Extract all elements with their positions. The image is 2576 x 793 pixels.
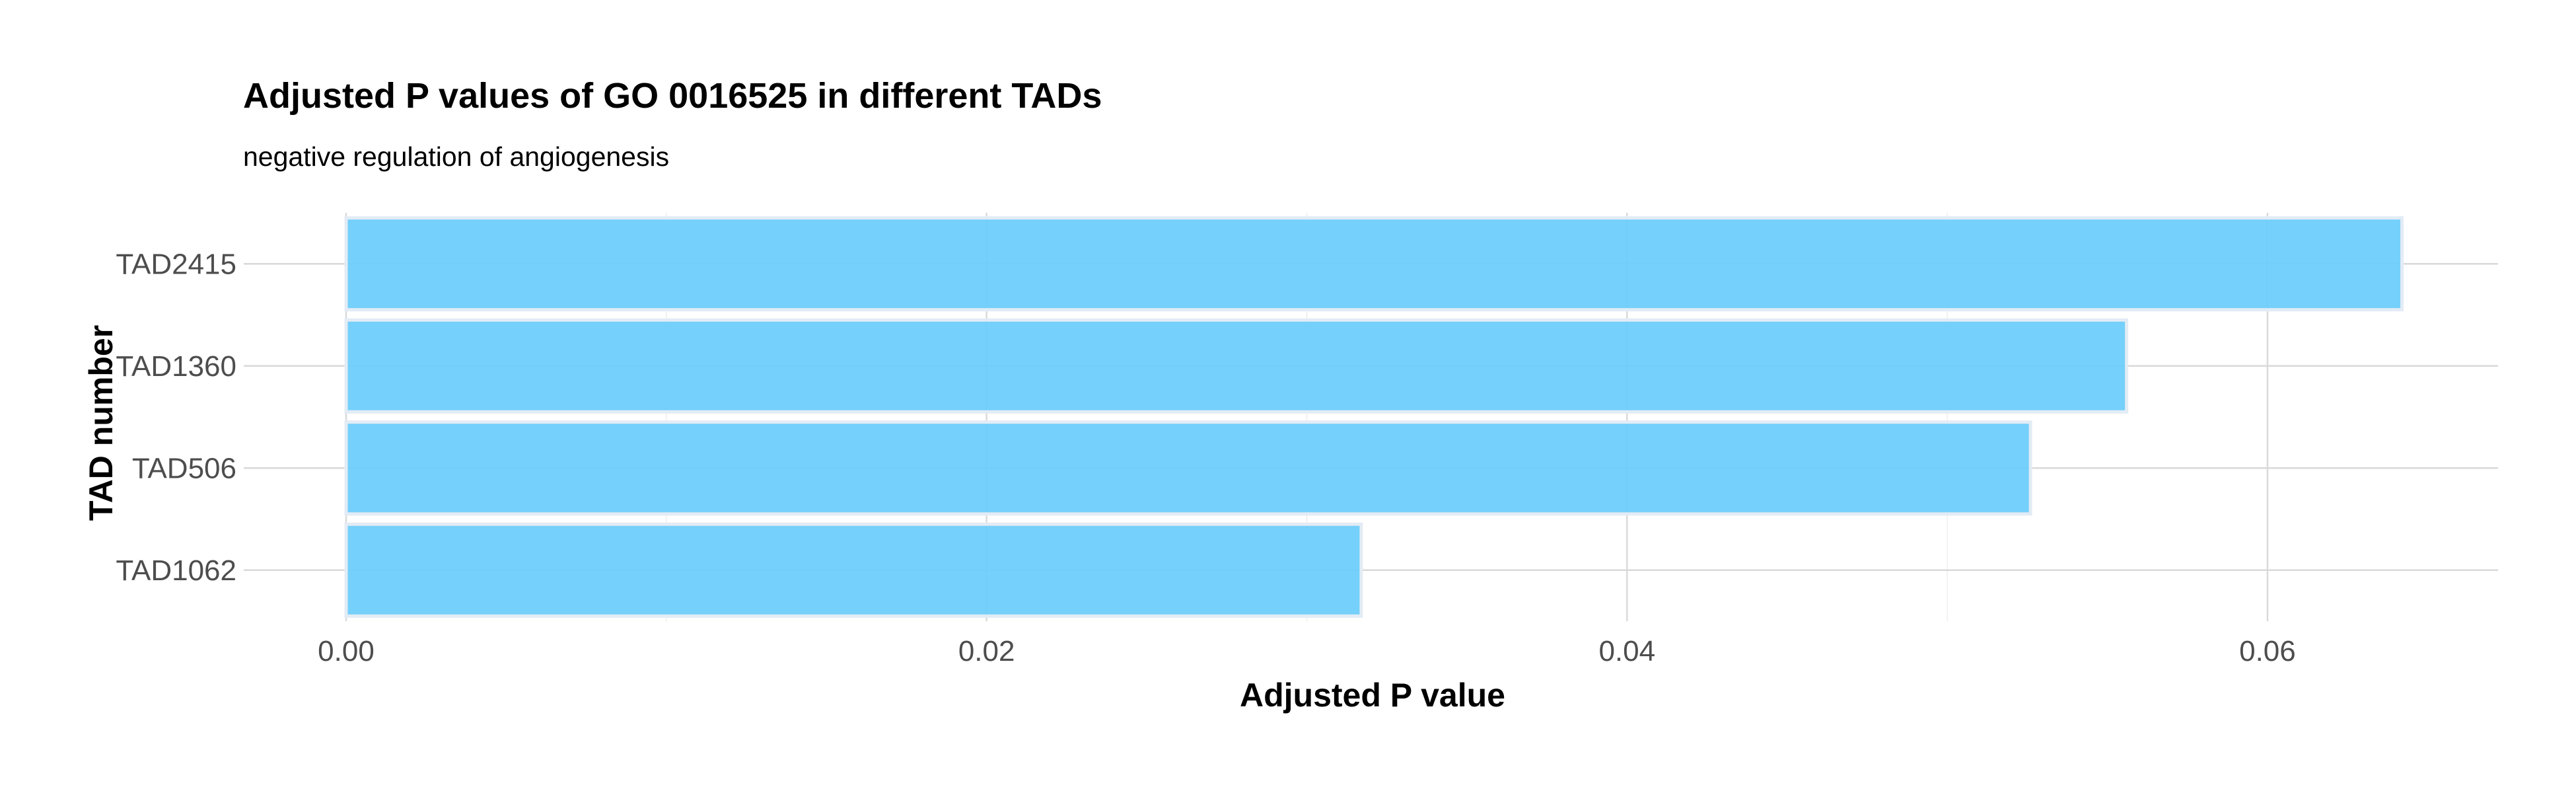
- x-axis-title: Adjusted P value: [1240, 677, 1505, 714]
- bar-tad2415: [344, 216, 2404, 312]
- chart-title: Adjusted P values of GO 0016525 in diffe…: [243, 76, 1102, 116]
- y-tick-label: TAD2415: [116, 248, 236, 280]
- x-tick-label: 0.04: [1598, 635, 1655, 667]
- x-tick-label: 0.06: [2239, 635, 2296, 667]
- bar-tad1360: [344, 318, 2129, 414]
- x-tick-label: 0.02: [958, 635, 1015, 667]
- bar-tad506: [344, 420, 2032, 516]
- y-tick-label: TAD1062: [116, 554, 236, 587]
- bar-tad1062: [344, 522, 1363, 618]
- y-axis-title: TAD number: [83, 325, 120, 521]
- y-tick-label: TAD506: [132, 452, 236, 484]
- y-axis-tick-labels: TAD2415 TAD1360 TAD506 TAD1062: [116, 248, 236, 587]
- chart-subtitle: negative regulation of angiogenesis: [243, 141, 669, 172]
- x-tick-label: 0.00: [318, 635, 375, 667]
- bars: [344, 216, 2404, 618]
- x-axis-tick-labels: 0.00 0.02 0.04 0.06: [318, 635, 2296, 667]
- y-tick-label: TAD1360: [116, 350, 236, 383]
